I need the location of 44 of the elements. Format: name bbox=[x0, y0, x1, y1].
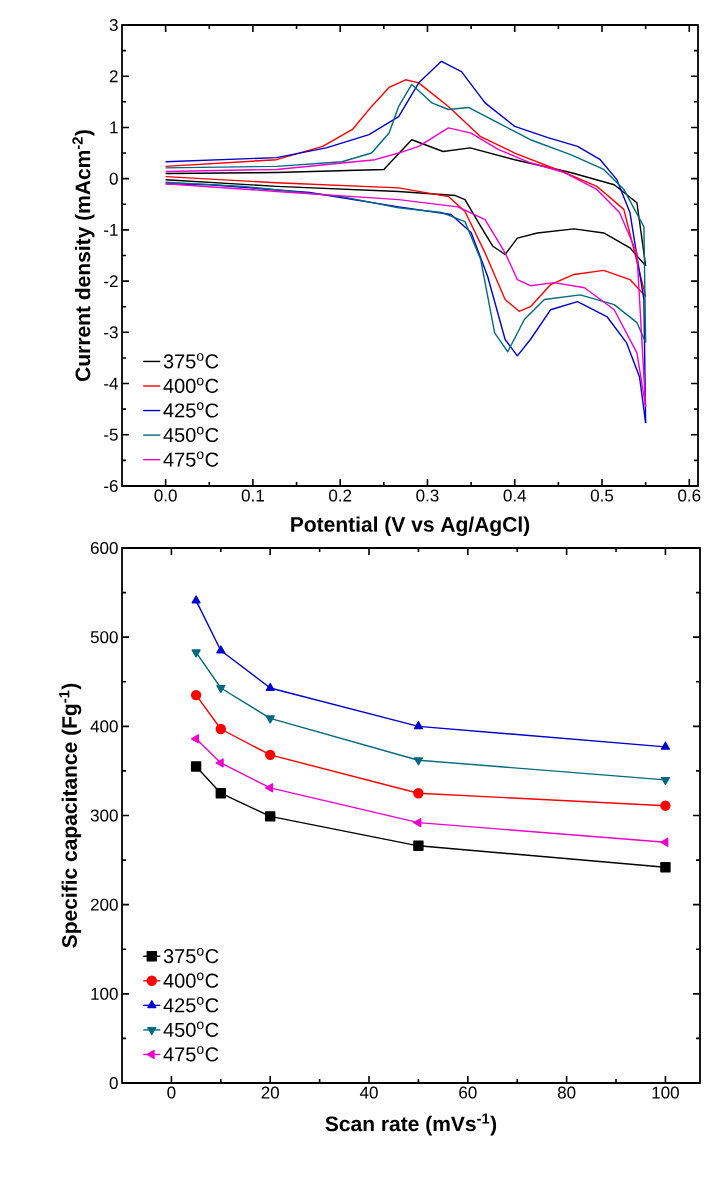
y-tick-label: 400 bbox=[90, 720, 118, 733]
y-tick-label: 0 bbox=[109, 1076, 118, 1090]
x-tick-label: 0.4 bbox=[503, 489, 527, 502]
y-tick-label: 300 bbox=[90, 809, 118, 822]
y-tick-label: 200 bbox=[90, 898, 118, 911]
legend-label: 475$^{o}$C bbox=[163, 1046, 219, 1062]
legend-label: 425$^{o}$C bbox=[163, 997, 219, 1013]
y-tick-label: -1 bbox=[104, 224, 118, 236]
y-tick-label: 500 bbox=[90, 631, 118, 644]
x-tick-label: 0.1 bbox=[241, 489, 264, 502]
x-tick-label: 0.3 bbox=[416, 489, 439, 502]
y-axis-title: Current density (mAcm$^{-2}$) bbox=[72, 130, 95, 382]
legend-label: 450$^{o}$C bbox=[163, 1021, 219, 1037]
y-tick-label: 100 bbox=[91, 987, 118, 1000]
x-tick-label: 20 bbox=[261, 1086, 279, 1099]
x-tick-label: 0.0 bbox=[154, 489, 177, 502]
legend-label: 400$^{o}$C bbox=[163, 972, 219, 988]
x-axis-title: Potential (V vs Ag/AgCl) bbox=[291, 516, 530, 537]
legend-label: 400$^{o}$C bbox=[163, 377, 219, 393]
legend-label: 375$^{o}$C bbox=[163, 353, 219, 369]
y-tick-label: -3 bbox=[104, 326, 118, 339]
y-tick-label: 600 bbox=[90, 541, 118, 555]
y-tick-label: 2 bbox=[109, 70, 118, 83]
y-tick-label: -4 bbox=[104, 377, 118, 390]
legend-label: 475$^{o}$C bbox=[163, 451, 219, 467]
y-axis-title: Specific capacitance (Fg$^{-1}$) bbox=[59, 683, 82, 948]
legend-label: 450$^{o}$C bbox=[163, 426, 219, 443]
x-tick-label: 100 bbox=[652, 1086, 679, 1099]
legend-label: 425$^{o}$C bbox=[163, 402, 219, 418]
x-tick-label: 0.2 bbox=[329, 489, 352, 502]
x-tick-label: 40 bbox=[359, 1086, 378, 1099]
legend-label: 375$^{o}$C bbox=[163, 947, 219, 964]
x-tick-label: 80 bbox=[557, 1086, 576, 1099]
x-tick-label: 0 bbox=[167, 1086, 176, 1099]
y-tick-label: -2 bbox=[104, 275, 118, 288]
y-tick-label: 3 bbox=[109, 18, 118, 32]
x-tick-label: 0.6 bbox=[678, 489, 701, 502]
x-tick-label: 60 bbox=[459, 1086, 477, 1099]
y-tick-label: 1 bbox=[110, 121, 118, 134]
y-tick-label: -5 bbox=[104, 428, 118, 441]
x-tick-label: 0.5 bbox=[590, 489, 614, 502]
y-tick-label: -6 bbox=[104, 479, 118, 493]
y-tick-label: 0 bbox=[109, 172, 118, 185]
x-axis-title: Scan rate (mVs$^{-1}$) bbox=[325, 1113, 497, 1136]
